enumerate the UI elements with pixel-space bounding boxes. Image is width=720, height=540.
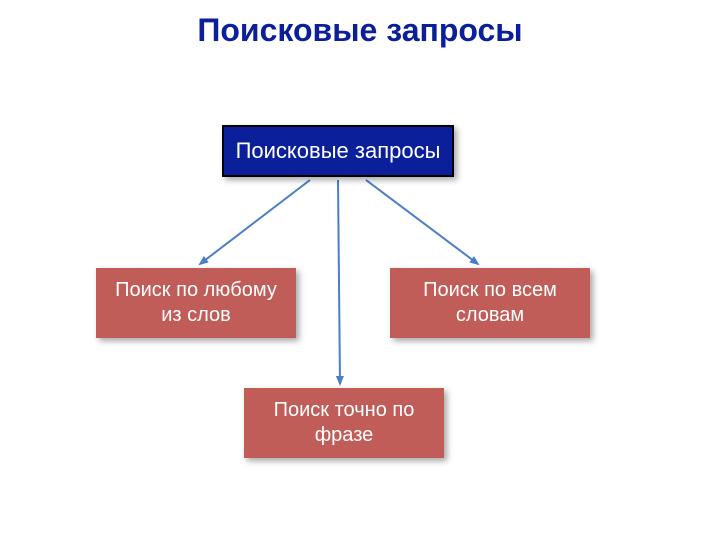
edge-to-all-words	[366, 180, 478, 264]
root-node-label: Поисковые запросы	[236, 137, 441, 165]
child-node-label: Поиск по любому из слов	[106, 278, 286, 328]
root-node: Поисковые запросы	[222, 125, 454, 177]
child-node-exact-phrase: Поиск точно по фразе	[244, 388, 444, 458]
child-node-any-word: Поиск по любому из слов	[96, 268, 296, 338]
page-title: Поисковые запросы	[0, 12, 720, 49]
child-node-label: Поиск точно по фразе	[254, 398, 434, 448]
edge-to-any-word	[200, 180, 310, 264]
child-node-label: Поиск по всем словам	[400, 278, 580, 328]
child-node-all-words: Поиск по всем словам	[390, 268, 590, 338]
edge-to-exact-phrase	[338, 180, 340, 384]
